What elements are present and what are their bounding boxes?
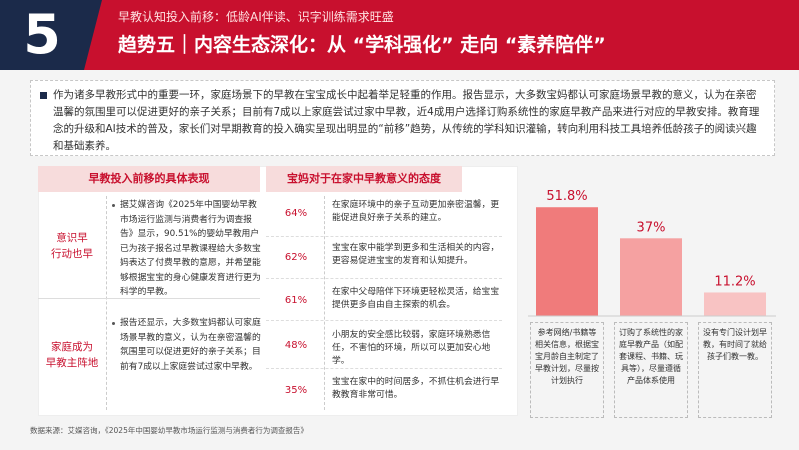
category-label: 订购了系统性的家庭早教产品（如配套课程、书籍、玩具等），尽量遵循产品体系使用 <box>614 322 688 418</box>
bullet-dot-icon <box>112 322 115 325</box>
intro-box: 作为诸多早教形式中的重要一环，家庭场景下的早教在宝宝成长中起着举足轻重的作用。报… <box>30 80 775 156</box>
attitude-text: 宝宝在家中的时间居多，不抓住机会进行早教教育非常可惜。 <box>332 377 500 400</box>
header-subtitle: 早教认知投入前移：低龄AI伴读、识字训练需求旺盛 <box>118 10 394 24</box>
left-table-header: 早教投入前移的具体表现 <box>38 166 260 192</box>
section-number-slant <box>84 0 102 70</box>
category-label-box: 订购了系统性的家庭早教产品（如配套课程、书籍、玩具等），尽量遵循产品体系使用 <box>614 322 688 418</box>
section-number: 5 <box>0 0 84 70</box>
header-title: 趋势五｜内容生态深化：从 “学科强化” 走向 “素养陪伴” <box>118 34 606 56</box>
attitude-text: 在家庭环境中的亲子互动更加亲密温馨，更能促进良好亲子关系的建立。 <box>332 200 500 223</box>
intro-text: 作为诸多早教形式中的重要一环，家庭场景下的早教在宝宝成长中起着举足轻重的作用。报… <box>53 89 760 152</box>
bullet-dot-icon <box>112 204 115 207</box>
column-divider <box>106 196 107 410</box>
attitude-text: 小朋友的安全感比较弱，家庭环境熟悉信任，不害怕的环境，所以可以更加安心地学。 <box>332 330 491 366</box>
bar <box>536 207 598 316</box>
attitude-percent: 35% <box>284 385 308 396</box>
bar-value-label: 51.8% <box>546 189 587 204</box>
bar-chart: 51.8% 参考网络/书籍等相关信息，根据宝宝月龄自主制定了早教计划，尽量按计划执… <box>528 189 776 418</box>
attitude-percent: 62% <box>284 252 308 263</box>
attitude-percent: 61% <box>284 295 308 306</box>
category-description: 报告还显示，大多数宝妈都认可家庭场景早教的意义，认为在亲密温馨的氛围里可以促进更… <box>112 316 264 374</box>
bar <box>620 238 682 316</box>
description-text: 据艾媒咨询《2025年中国婴幼早教市场运行监测与消费者行为调查报告》显示，90.… <box>120 200 261 297</box>
tables-panel <box>38 166 518 416</box>
category-label: 参考网络/书籍等相关信息，根据宝宝月龄自主制定了早教计划，尽量按计划执行 <box>530 322 604 418</box>
attitude-text: 在家中父母陪伴下环境更轻松灵活，给宝宝提供更多自由自主探索的机会。 <box>332 287 500 310</box>
row-divider <box>266 320 502 321</box>
attitude-percent: 64% <box>284 208 308 219</box>
attitude-text: 宝宝在家中能学到更多和生活相关的内容，更容易促进宝宝的发育和认知提升。 <box>332 243 500 266</box>
row-divider <box>38 298 260 299</box>
square-bullet-icon <box>40 92 47 99</box>
attitude-table-header: 宝妈对于在家中早教意义的态度 <box>266 166 462 192</box>
category-label-box: 没有专门设计划早教，有时间了就给孩子们教一教。 <box>698 322 772 418</box>
row-divider <box>266 236 502 237</box>
bar-value-label: 37% <box>637 220 666 235</box>
category-text: 意识早 行动也早 <box>51 232 93 260</box>
category-label-box: 参考网络/书籍等相关信息，根据宝宝月龄自主制定了早教计划，尽量按计划执行 <box>530 322 604 418</box>
row-divider <box>266 368 502 369</box>
bar-value-label: 11.2% <box>714 274 755 289</box>
row-divider <box>266 278 502 279</box>
description-text: 报告还显示，大多数宝妈都认可家庭场景早教的意义，认为在亲密温馨的氛围里可以促进更… <box>120 318 261 372</box>
category-text: 家庭成为 早教主阵地 <box>45 341 99 369</box>
header-bar <box>0 0 799 70</box>
data-source-note: 数据来源：艾媒咨询，《2025年中国婴幼早教市场运行监测与消费者行为调查报告》 <box>30 426 308 435</box>
category-label: 意识早 行动也早 <box>38 196 106 296</box>
category-description: 据艾媒咨询《2025年中国婴幼早教市场运行监测与消费者行为调查报告》显示，90.… <box>112 198 264 300</box>
bar <box>704 292 766 316</box>
attitude-percent: 48% <box>284 340 308 351</box>
category-label: 没有专门设计划早教，有时间了就给孩子们教一教。 <box>698 322 772 418</box>
category-label: 家庭成为 早教主阵地 <box>38 300 106 410</box>
column-divider <box>324 196 325 410</box>
